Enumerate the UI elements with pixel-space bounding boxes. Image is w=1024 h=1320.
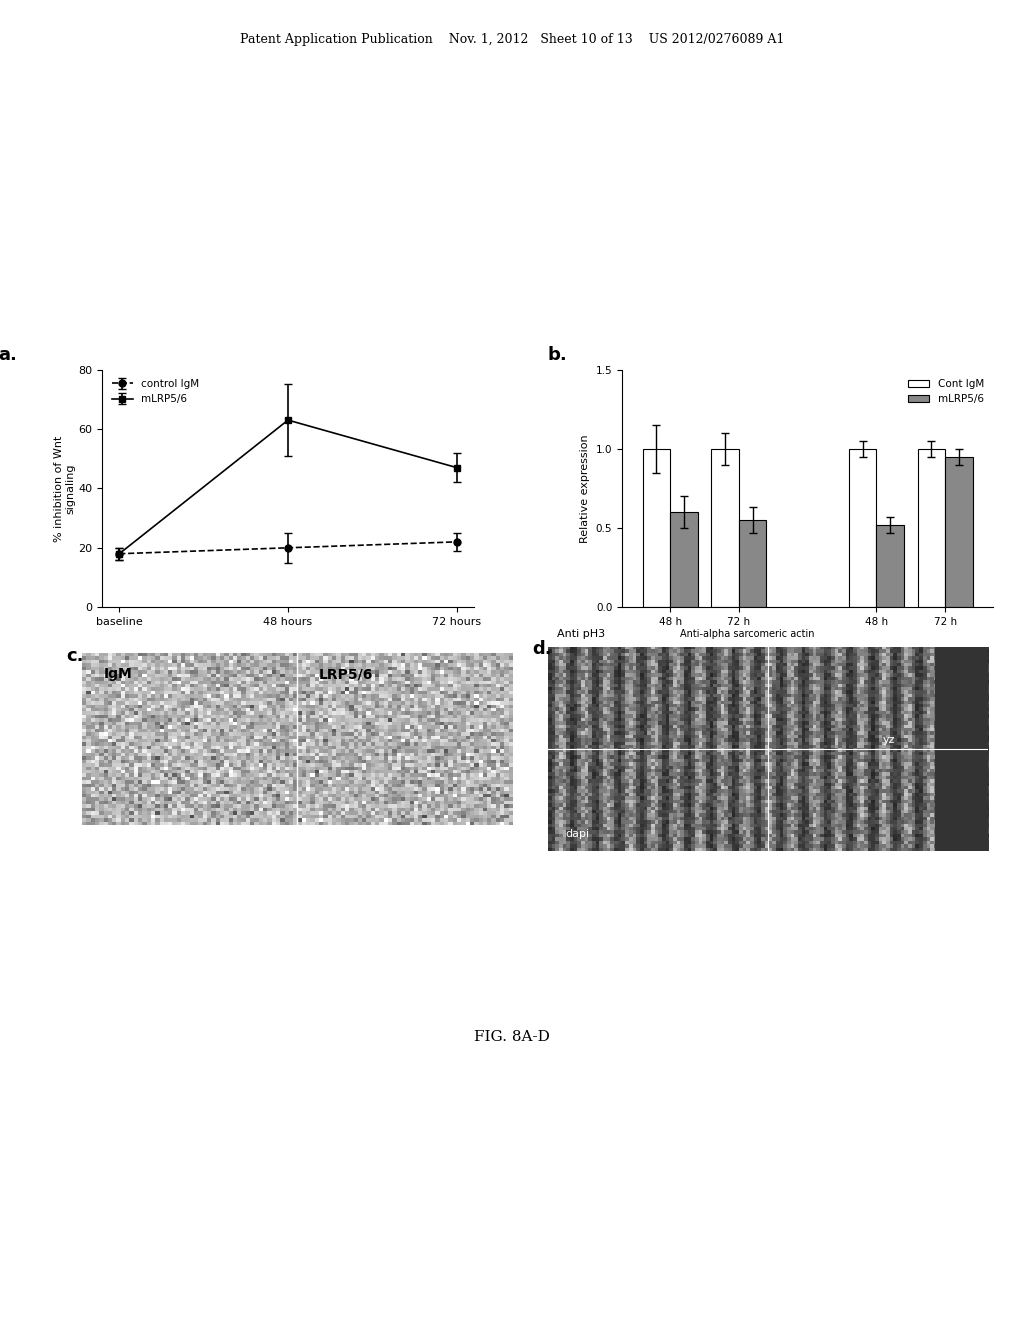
Text: d.: d. [532, 640, 552, 659]
Bar [918, 449, 945, 607]
Y-axis label: Relative expression: Relative expression [581, 434, 590, 543]
Text: yz: yz [883, 735, 895, 744]
Text: LRP5/6: LRP5/6 [318, 667, 373, 681]
Bar [739, 520, 766, 607]
Text: c.: c. [67, 647, 84, 665]
Y-axis label: % inhibition of Wnt
signaling: % inhibition of Wnt signaling [54, 436, 76, 541]
Text: Axin 2: Axin 2 [687, 673, 722, 684]
Text: a.: a. [0, 346, 17, 364]
Text: IgM: IgM [103, 667, 132, 681]
Text: Anti-alpha sarcomeric actin: Anti-alpha sarcomeric actin [680, 628, 814, 639]
Bar [670, 512, 697, 607]
Text: FIG. 8A-D: FIG. 8A-D [474, 1030, 550, 1044]
Bar [945, 457, 973, 607]
Bar [877, 525, 904, 607]
Legend: control IgM, mLRP5/6: control IgM, mLRP5/6 [108, 375, 203, 408]
Text: Patent Application Publication    Nov. 1, 2012   Sheet 10 of 13    US 2012/02760: Patent Application Publication Nov. 1, 2… [240, 33, 784, 46]
Bar [712, 449, 739, 607]
Legend: Cont IgM, mLRP5/6: Cont IgM, mLRP5/6 [904, 375, 988, 408]
Bar [643, 449, 670, 607]
Text: Anti pH3: Anti pH3 [557, 628, 605, 639]
Bar [935, 647, 988, 851]
Bar [849, 449, 877, 607]
Text: Cyclin D: Cyclin D [888, 673, 934, 684]
Text: dapi: dapi [565, 829, 590, 840]
Text: b.: b. [548, 346, 567, 364]
